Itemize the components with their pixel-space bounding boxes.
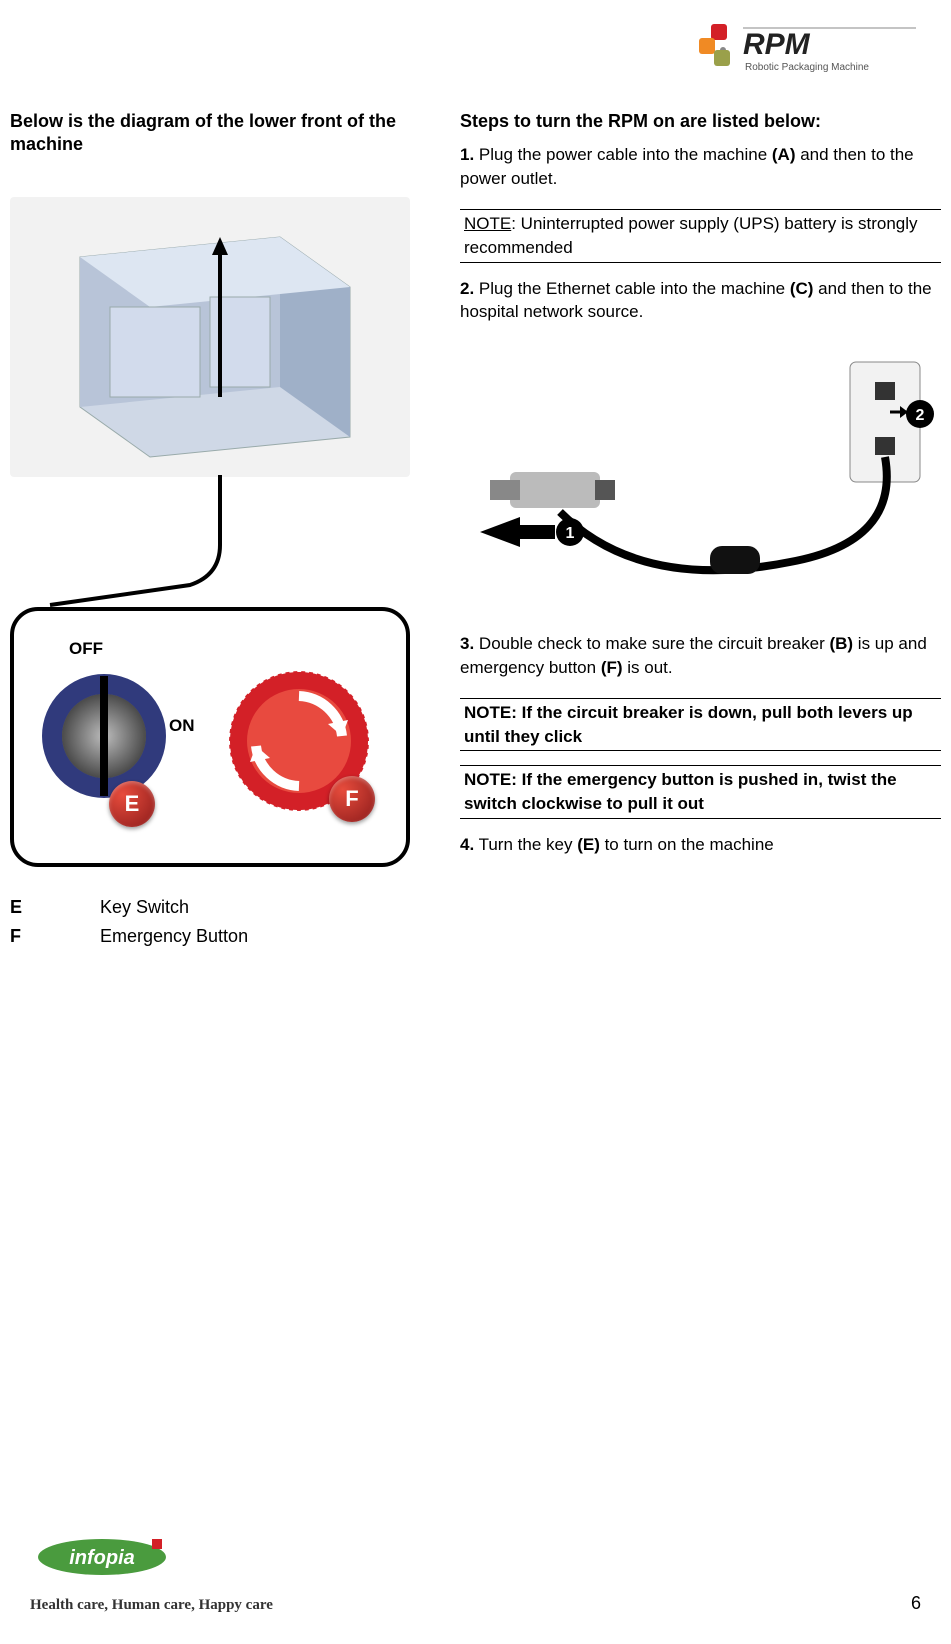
note-ups: NOTE: Uninterrupted power supply (UPS) b… — [460, 209, 941, 263]
legend-label: Emergency Button — [100, 926, 248, 947]
svg-text:2: 2 — [916, 407, 925, 424]
ethernet-diagram: 2 1 — [460, 342, 941, 602]
key-switch — [34, 666, 174, 806]
svg-text:Robotic Packaging Machine: Robotic Packaging Machine — [745, 62, 869, 73]
step-3: 3. Double check to make sure the circuit… — [460, 632, 941, 680]
svg-text:RPM: RPM — [743, 28, 811, 61]
marker-f: F — [329, 776, 375, 822]
legend-row: E Key Switch — [10, 897, 430, 918]
page-number: 6 — [911, 1593, 921, 1614]
legend-letter: E — [10, 897, 100, 918]
legend-row: F Emergency Button — [10, 926, 430, 947]
step-1: 1. Plug the power cable into the machine… — [460, 143, 941, 191]
legend: E Key Switch F Emergency Button — [10, 897, 430, 947]
legend-label: Key Switch — [100, 897, 189, 918]
control-panel: OFF ON — [10, 607, 410, 867]
machine-diagram — [10, 197, 410, 477]
footer-tagline: Health care, Human care, Happy care — [30, 1597, 273, 1614]
label-off: OFF — [69, 639, 103, 659]
step-4: 4. Turn the key (E) to turn on the machi… — [460, 833, 941, 857]
note-breaker: NOTE: If the circuit breaker is down, pu… — [460, 698, 941, 752]
svg-text:infopia: infopia — [69, 1547, 135, 1569]
marker-e: E — [109, 781, 155, 827]
svg-text:1: 1 — [566, 525, 575, 542]
left-heading: Below is the diagram of the lower front … — [10, 110, 430, 157]
right-heading: Steps to turn the RPM on are listed belo… — [460, 110, 941, 133]
footer-brand: infopia Health care, Human care, Happy c… — [30, 1537, 273, 1614]
step-2: 2. Plug the Ethernet cable into the mach… — [460, 277, 941, 325]
legend-letter: F — [10, 926, 100, 947]
header-logo: RPM Robotic Packaging Machine — [691, 20, 921, 83]
note-estop: NOTE: If the emergency button is pushed … — [460, 765, 941, 819]
